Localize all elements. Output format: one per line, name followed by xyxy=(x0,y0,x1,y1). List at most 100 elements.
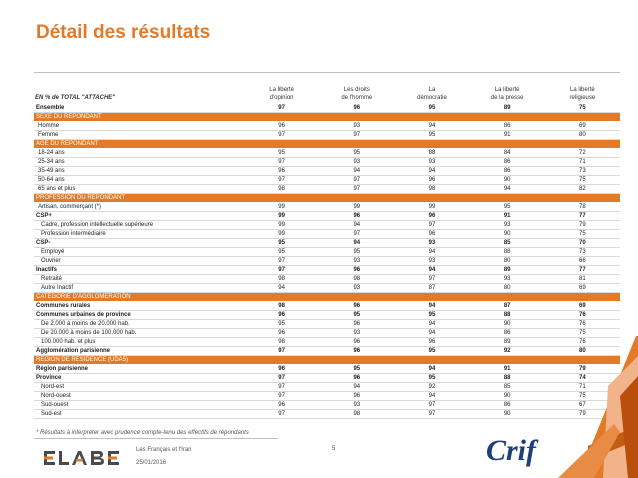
value-cell: 81 xyxy=(544,274,620,284)
value-cell: 96 xyxy=(394,211,470,221)
value-cell: 95 xyxy=(244,247,320,257)
table-row: 25-34 ans 97 93 93 86 71 xyxy=(34,157,620,167)
value-cell: 95 xyxy=(394,104,470,113)
value-cell: 94 xyxy=(319,238,395,248)
table-row: Ouvrier 97 93 93 80 66 xyxy=(34,256,620,266)
row-label: Artisan, commerçant (*) xyxy=(34,202,244,212)
value-cell: 94 xyxy=(394,319,470,329)
row-label: Femme xyxy=(34,130,244,140)
table-row: Femme 97 97 95 91 80 xyxy=(34,130,620,140)
value-cell: 95 xyxy=(319,247,395,257)
value-cell: 69 xyxy=(544,283,620,293)
table-row: 65 ans et plus 98 97 98 94 82 xyxy=(34,184,620,194)
value-cell: 76 xyxy=(544,319,620,329)
value-cell: 98 xyxy=(244,274,320,284)
row-label: 18-24 ans xyxy=(34,148,244,158)
value-cell: 92 xyxy=(394,382,470,392)
value-cell: 97 xyxy=(244,409,320,419)
value-cell: 85 xyxy=(469,238,545,248)
value-cell: 80 xyxy=(544,130,620,140)
value-cell: 84 xyxy=(469,148,545,158)
row-label: 25-34 ans xyxy=(34,157,244,167)
table-row: Homme 96 93 94 86 69 xyxy=(34,121,620,131)
value-cell: 94 xyxy=(319,382,395,392)
value-cell: 94 xyxy=(394,166,470,176)
row-label: Agglomération parisienne xyxy=(34,346,244,356)
table-row: De 20.000 à moins de 100.000 hab. 96 93 94 8… xyxy=(34,328,620,338)
value-cell: 96 xyxy=(319,337,395,347)
section-label: AGE DU REPONDANT xyxy=(34,139,620,149)
value-cell: 85 xyxy=(469,382,545,392)
value-cell: 71 xyxy=(544,157,620,167)
value-cell: 98 xyxy=(319,409,395,419)
value-cell: 73 xyxy=(544,247,620,257)
row-label: 65 ans et plus xyxy=(34,184,244,194)
value-cell: 86 xyxy=(469,400,545,410)
value-cell: 94 xyxy=(244,283,320,293)
value-cell: 93 xyxy=(319,283,395,293)
value-cell: 88 xyxy=(469,373,545,383)
value-cell: 94 xyxy=(394,265,470,275)
value-cell: 75 xyxy=(544,328,620,338)
title-divider xyxy=(34,72,620,73)
value-cell: 97 xyxy=(244,391,320,401)
value-cell: 95 xyxy=(394,373,470,383)
value-cell: 73 xyxy=(544,166,620,176)
row-label: Ouvrier xyxy=(34,256,244,266)
value-cell: 97 xyxy=(319,229,395,239)
value-cell: 89 xyxy=(469,265,545,275)
row-label: Autre Inactif xyxy=(34,283,244,293)
value-cell: 76 xyxy=(544,337,620,347)
value-cell: 96 xyxy=(319,346,395,356)
value-cell: 96 xyxy=(319,391,395,401)
value-cell: 96 xyxy=(244,364,320,374)
value-cell: 95 xyxy=(394,310,470,320)
value-cell: 79 xyxy=(544,220,620,230)
value-cell: 71 xyxy=(544,382,620,392)
page-title: Détail des résultats xyxy=(36,22,211,43)
row-label: 35-49 ans xyxy=(34,166,244,176)
table-row: Cadre, profession intellectuelle supérie… xyxy=(34,220,620,230)
table-row: Région parisienne 96 95 94 91 79 xyxy=(34,364,620,374)
value-cell: 97 xyxy=(244,256,320,266)
value-cell: 94 xyxy=(394,391,470,401)
table-row: Nord-est 97 94 92 85 71 xyxy=(34,382,620,392)
section-label: CATEGORIE D'AGGLOMERATION xyxy=(34,292,620,302)
table-row: Agglomération parisienne 97 96 95 92 80 xyxy=(34,346,620,356)
value-cell: 75 xyxy=(544,391,620,401)
value-cell: 98 xyxy=(244,301,320,311)
elabe-logo xyxy=(44,451,119,465)
row-label: Retraité xyxy=(34,274,244,284)
value-cell: 91 xyxy=(469,130,545,140)
value-cell: 91 xyxy=(469,211,545,221)
value-cell: 97 xyxy=(319,184,395,194)
table-row: Artisan, commerçant (*) 99 99 99 95 78 xyxy=(34,202,620,212)
table-row: Autre Inactif 94 93 87 80 69 xyxy=(34,283,620,293)
table-row: Ensemble 97 96 95 89 75 xyxy=(34,104,620,113)
value-cell: 67 xyxy=(544,400,620,410)
value-cell: 97 xyxy=(319,130,395,140)
row-label: 100.000 hab. et plus xyxy=(34,337,244,347)
value-cell: 93 xyxy=(469,220,545,230)
value-cell: 94 xyxy=(394,121,470,131)
section-row: SEXE DU REPONDANT xyxy=(34,112,620,122)
value-cell: 66 xyxy=(544,256,620,266)
value-cell: 99 xyxy=(244,229,320,239)
value-cell: 90 xyxy=(469,175,545,185)
value-cell: 96 xyxy=(244,166,320,176)
value-cell: 93 xyxy=(319,157,395,167)
row-label: Région parisienne xyxy=(34,364,244,374)
table-row: 50-64 ans 97 97 96 90 75 xyxy=(34,175,620,185)
footer-date: 25/01/2016 xyxy=(136,460,167,466)
results-table: EN % de TOTAL "ATTACHE" La liberté d'opin… xyxy=(34,86,620,419)
table-row: 35-49 ans 96 94 94 86 73 xyxy=(34,166,620,176)
value-cell: 96 xyxy=(394,175,470,185)
value-cell: 93 xyxy=(319,400,395,410)
value-cell: 96 xyxy=(244,310,320,320)
value-cell: 96 xyxy=(319,104,395,113)
value-cell: 95 xyxy=(319,148,395,158)
table-row: De 2.000 à moins de 20.000 hab. 95 96 94 90 7… xyxy=(34,319,620,329)
value-cell: 95 xyxy=(319,310,395,320)
footnote-divider xyxy=(34,438,278,439)
table-row: Profession intermédiaire 99 97 96 90 75 xyxy=(34,229,620,239)
